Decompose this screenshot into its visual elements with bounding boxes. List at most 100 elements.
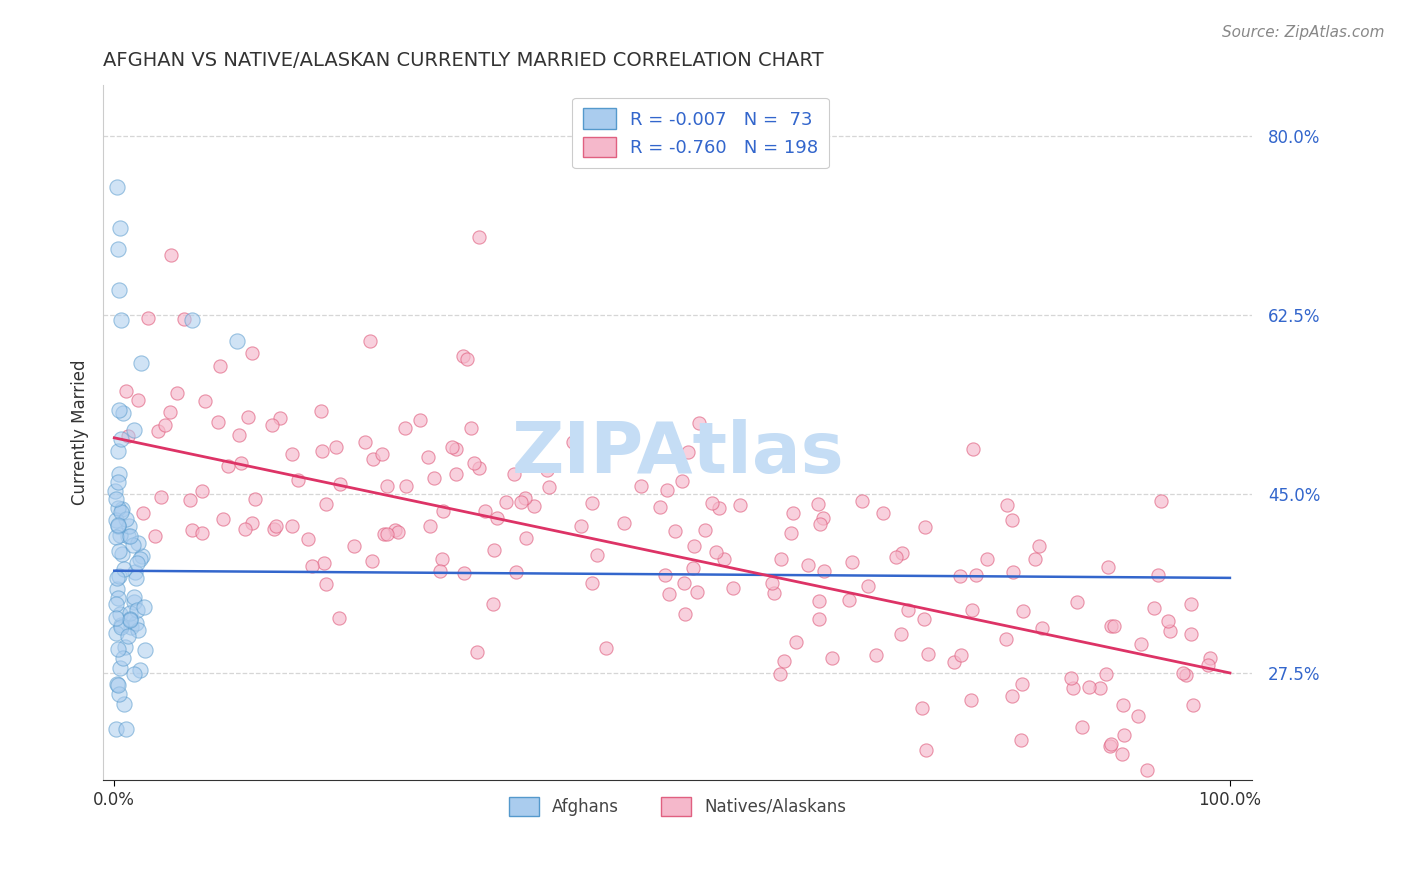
- Point: [1097, 560, 1119, 574]
- Point: [240, 345, 263, 359]
- Point: [664, 524, 686, 539]
- Point: [1094, 666, 1116, 681]
- Point: [965, 568, 987, 582]
- Point: [143, 529, 166, 543]
- Point: [468, 230, 491, 244]
- Point: [122, 538, 145, 552]
- Point: [1180, 627, 1202, 641]
- Point: [562, 434, 585, 449]
- Point: [1059, 671, 1081, 685]
- Point: [1150, 494, 1173, 508]
- Point: [281, 518, 304, 533]
- Point: [851, 493, 873, 508]
- Point: [128, 551, 150, 566]
- Point: [233, 522, 256, 536]
- Point: [136, 311, 159, 326]
- Point: [104, 597, 127, 611]
- Point: [897, 602, 920, 616]
- Point: [432, 504, 454, 518]
- Point: [713, 552, 735, 566]
- Point: [444, 442, 467, 457]
- Point: [912, 612, 935, 626]
- Point: [394, 421, 416, 435]
- Point: [149, 490, 172, 504]
- Point: [173, 311, 195, 326]
- Point: [325, 440, 347, 454]
- Point: [693, 523, 716, 537]
- Point: [1159, 624, 1181, 638]
- Point: [354, 435, 377, 450]
- Point: [105, 180, 128, 194]
- Point: [1175, 668, 1198, 682]
- Point: [110, 313, 132, 327]
- Point: [375, 479, 398, 493]
- Point: [108, 527, 131, 541]
- Point: [1024, 552, 1046, 566]
- Point: [886, 549, 908, 564]
- Point: [104, 491, 127, 506]
- Y-axis label: Currently Married: Currently Married: [72, 360, 89, 506]
- Point: [107, 518, 129, 533]
- Point: [111, 547, 134, 561]
- Point: [917, 648, 939, 662]
- Point: [654, 568, 676, 582]
- Point: [287, 473, 309, 487]
- Point: [112, 562, 135, 576]
- Point: [1126, 709, 1149, 723]
- Point: [441, 440, 464, 454]
- Point: [1104, 619, 1126, 633]
- Point: [373, 526, 395, 541]
- Text: ZIPAtlas: ZIPAtlas: [512, 419, 844, 488]
- Point: [914, 520, 936, 534]
- Point: [110, 618, 132, 632]
- Point: [179, 493, 201, 508]
- Point: [683, 540, 706, 554]
- Point: [194, 394, 217, 409]
- Point: [127, 624, 149, 638]
- Point: [384, 524, 406, 538]
- Point: [672, 575, 695, 590]
- Point: [676, 445, 699, 459]
- Point: [1066, 595, 1088, 609]
- Point: [502, 467, 524, 481]
- Point: [1071, 720, 1094, 734]
- Point: [821, 651, 844, 665]
- Point: [485, 510, 508, 524]
- Point: [315, 576, 337, 591]
- Point: [361, 452, 384, 467]
- Point: [522, 500, 544, 514]
- Point: [770, 551, 793, 566]
- Point: [484, 542, 506, 557]
- Point: [456, 351, 478, 366]
- Point: [110, 620, 132, 634]
- Point: [416, 450, 439, 465]
- Point: [1001, 565, 1024, 579]
- Point: [858, 579, 880, 593]
- Point: [586, 548, 609, 562]
- Point: [117, 629, 139, 643]
- Point: [761, 575, 783, 590]
- Point: [114, 511, 136, 525]
- Point: [231, 456, 253, 470]
- Point: [117, 529, 139, 543]
- Point: [120, 529, 142, 543]
- Point: [538, 480, 561, 494]
- Point: [1130, 637, 1153, 651]
- Point: [595, 640, 617, 655]
- Point: [120, 620, 142, 634]
- Point: [911, 701, 934, 715]
- Point: [108, 403, 131, 417]
- Point: [111, 502, 134, 516]
- Point: [808, 517, 831, 532]
- Point: [160, 248, 183, 262]
- Point: [460, 421, 482, 435]
- Point: [191, 483, 214, 498]
- Point: [890, 546, 912, 560]
- Point: [960, 693, 983, 707]
- Point: [807, 497, 830, 511]
- Point: [1010, 733, 1032, 747]
- Point: [813, 564, 835, 578]
- Point: [127, 603, 149, 617]
- Point: [1198, 657, 1220, 672]
- Point: [110, 433, 132, 447]
